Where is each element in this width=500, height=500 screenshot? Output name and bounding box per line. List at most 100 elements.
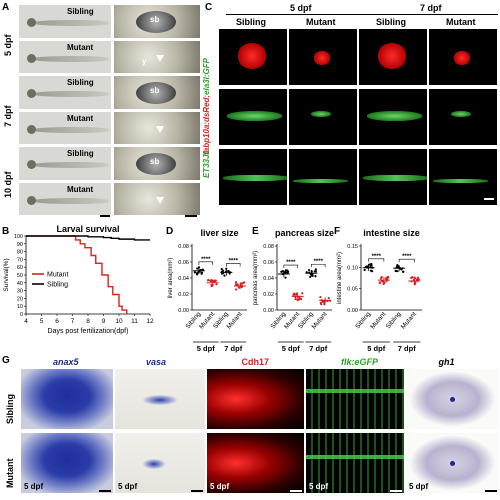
et33j1-label: ET33J1 (202, 150, 211, 179)
y-tick-label: 0.06 (178, 260, 189, 266)
larva-body (31, 197, 109, 204)
panel-g-col-label: flk:eGFP (341, 357, 379, 367)
y-tick-label: 0.06 (263, 260, 274, 266)
panel-c-row-label-1: fabp10a:dsRed;ela3l:GFP (202, 58, 218, 158)
data-point (227, 269, 230, 273)
stage-divider (226, 14, 498, 15)
fluorescence-image (218, 88, 288, 146)
y-tick-label: 0.05 (347, 287, 358, 293)
fluorescence-image (358, 28, 428, 86)
y-tick-label: 0.00 (347, 308, 358, 314)
panel-letter-e: E (252, 226, 259, 237)
data-point (287, 270, 290, 273)
significance-bracket (226, 263, 241, 267)
stain-image (114, 368, 206, 430)
significance-stars: **** (314, 259, 324, 265)
vasa-signal (143, 459, 165, 469)
fluorescence-image (428, 28, 498, 86)
data-point (294, 293, 297, 296)
y-tick-label: 20 (17, 296, 23, 302)
significance-stars: **** (402, 254, 412, 260)
vasa-signal (143, 395, 177, 405)
larva-head (27, 18, 36, 27)
panel-g-row-text: Sibling (5, 394, 15, 424)
y-tick-label: 70 (17, 257, 23, 263)
data-point (319, 296, 322, 299)
liver-signal (313, 51, 331, 65)
scale-bar (99, 490, 111, 492)
stain-image: 5 dpf (20, 432, 114, 494)
chart-title: liver size (200, 228, 238, 238)
stain-image: 5 dpf (114, 432, 206, 494)
panel-a-stage-label: 10 dpf (3, 171, 13, 198)
stain-image (20, 368, 114, 430)
fluorescence-image (358, 88, 428, 146)
whole-larva-image: Mutant (18, 39, 112, 74)
data-point (410, 276, 413, 280)
panel-a-genotype-label: Sibling (67, 7, 94, 16)
chart-title: pancreas size (275, 228, 334, 238)
data-point (314, 268, 317, 271)
legend-label: Mutant (47, 272, 68, 279)
data-point (311, 273, 314, 277)
survival-line-mutant (26, 235, 128, 314)
data-point (195, 273, 199, 276)
x-tick-label: 6 (55, 318, 59, 325)
data-point (240, 282, 243, 285)
panel-letter-c: C (205, 2, 213, 13)
panel-g-row-label: Sibling (2, 368, 18, 430)
whole-larva-image: Sibling (18, 75, 112, 110)
gh1-signal (450, 397, 455, 402)
significance-bracket (398, 258, 415, 263)
stage-label: 7 dpf (398, 344, 416, 353)
larva-head (27, 124, 36, 134)
data-point (220, 268, 223, 271)
liver-size-chart: liver size 0.00 0.02 0.04 0.06 0.08 liver area… (168, 228, 247, 353)
larva-zoom-image: sb (113, 146, 201, 181)
data-point (193, 271, 197, 274)
panel-a-stage-label: 5 dpf (3, 34, 13, 57)
arrowhead-icon (156, 125, 164, 133)
survival-line-sibling (26, 235, 150, 241)
data-point (236, 283, 239, 286)
x-tick-label: 8 (86, 318, 90, 325)
y-axis-label: intestine area(mm²) (337, 252, 343, 304)
panel-c-col-label: Sibling (236, 17, 266, 27)
pancreas-signal (367, 111, 422, 121)
whole-larva-image: Mutant (18, 181, 112, 216)
liver-signal (453, 51, 471, 65)
y-tick-label: 0.15 (347, 244, 358, 250)
data-point (395, 265, 399, 268)
fabp10a-label: fabp10a:dsRed; (202, 94, 211, 155)
fluorescence-image (218, 148, 288, 206)
y-tick-label: 0.00 (263, 308, 274, 314)
significance-bracket (311, 263, 326, 268)
pancreas-signal (451, 111, 471, 117)
data-point (394, 269, 397, 272)
larva-zoom-image: sb (113, 75, 201, 110)
scale-bar (100, 215, 110, 217)
data-point (215, 283, 218, 286)
panel-letter-g: G (2, 355, 10, 366)
y-tick-label: 50 (17, 273, 23, 279)
liver-signal (377, 43, 407, 69)
panel-a-genotype-label: Sibling (67, 149, 94, 158)
fluorescence-image (358, 148, 428, 206)
swim-bladder (136, 82, 176, 104)
larva-body (31, 20, 109, 26)
whole-larva-image: Mutant (18, 110, 112, 145)
y-tick-label: 0.00 (178, 308, 189, 314)
data-point (237, 286, 241, 289)
intestine-size-chart: intestine size 0.00 0.05 0.10 0.15 intestine … (337, 228, 422, 353)
data-point (378, 281, 381, 284)
x-tick-label: 12 (146, 318, 154, 325)
significance-bracket (198, 261, 213, 265)
data-point (309, 275, 312, 278)
panel-letter-d: D (166, 226, 174, 237)
larva-head (27, 160, 36, 169)
y-axis-label: liver area(mm²) (168, 258, 174, 299)
y-axis-label: Survival(%) (3, 258, 10, 291)
y-tick-label: 0.08 (263, 244, 274, 250)
panel-c-col-label: Mutant (306, 17, 336, 27)
